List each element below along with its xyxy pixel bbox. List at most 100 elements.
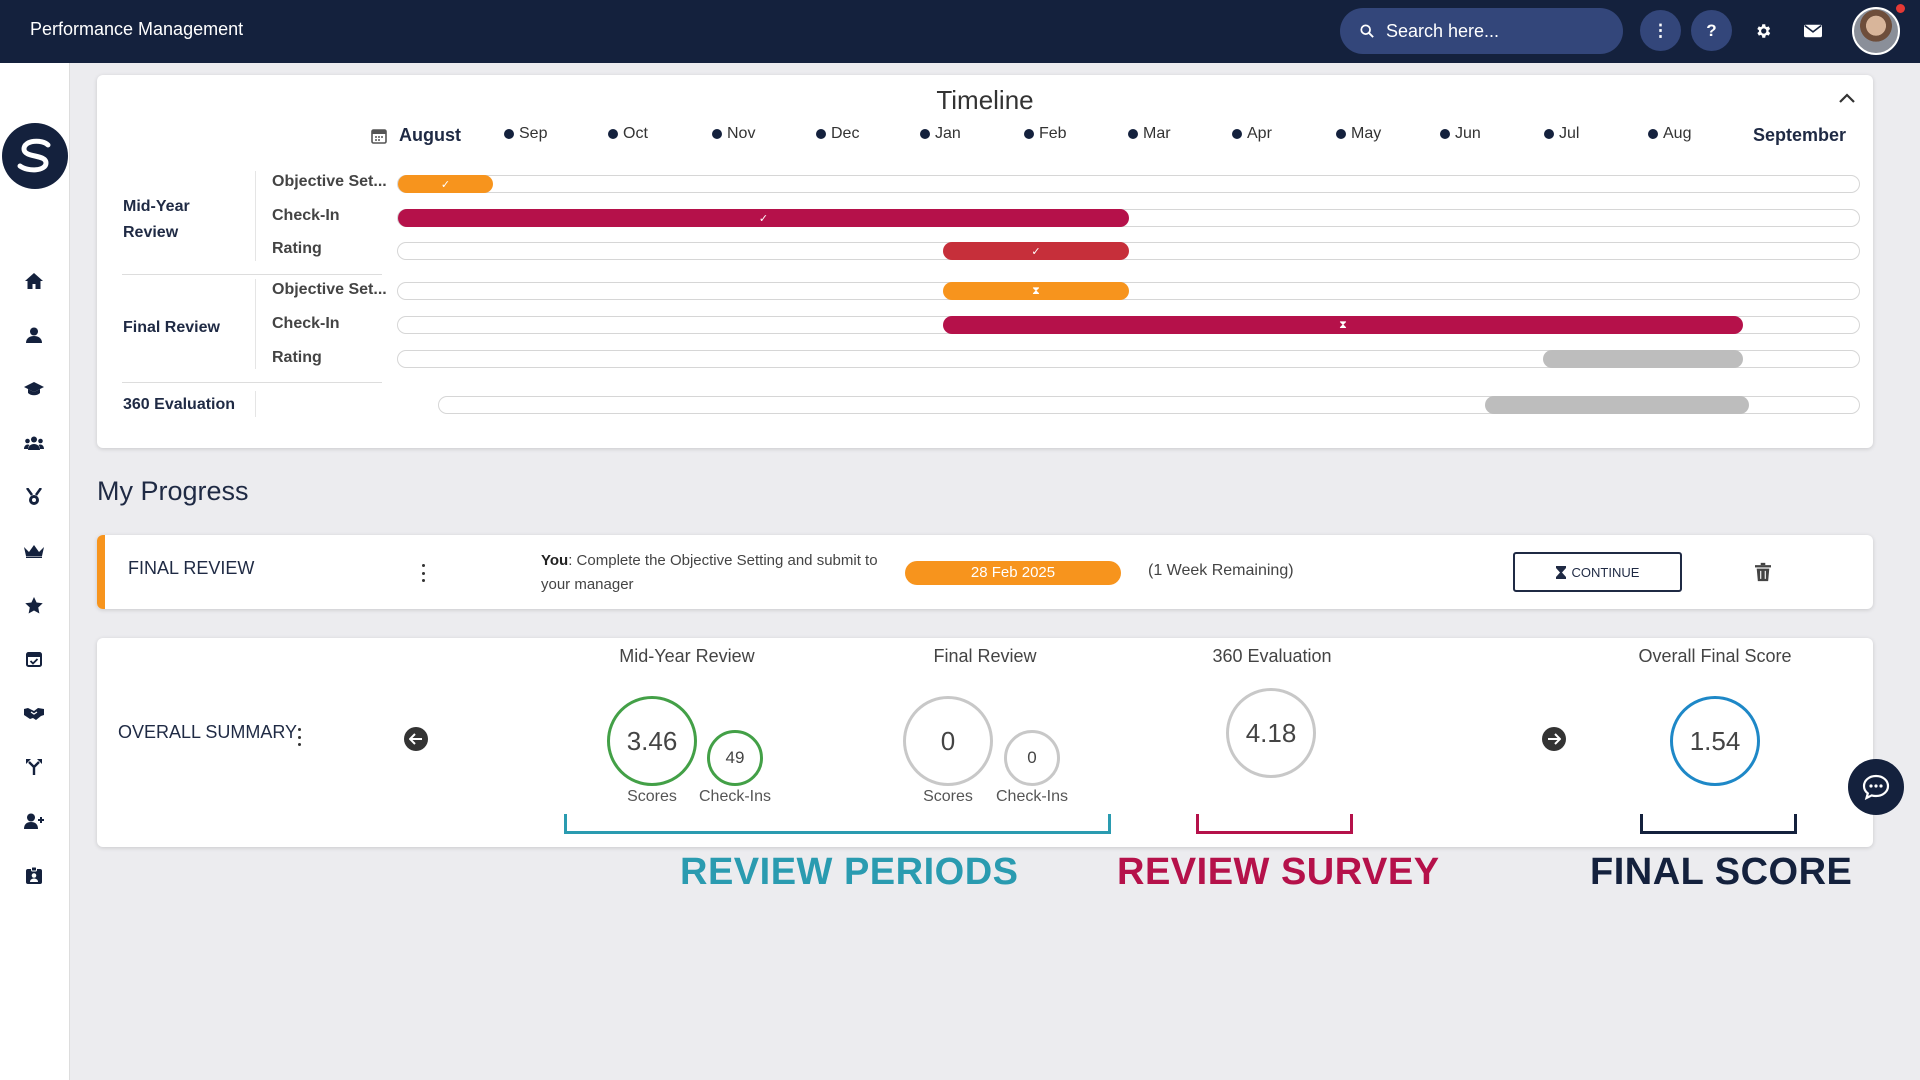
mid-year-checkins-caption: Check-Ins: [698, 788, 772, 805]
phase-final-checkin: Check-In: [272, 315, 340, 332]
avatar[interactable]: [1852, 7, 1900, 55]
month-may: May: [1336, 125, 1381, 143]
help-button[interactable]: ?: [1691, 10, 1732, 51]
bar-mid-rating[interactable]: ✓: [943, 242, 1129, 260]
final-review-menu-icon[interactable]: [420, 564, 426, 582]
add-user-icon[interactable]: [22, 809, 46, 833]
graduation-cap-icon[interactable]: [22, 377, 46, 401]
final-review-description: You: Complete the Objective Setting and …: [541, 552, 878, 593]
handshake-icon[interactable]: [22, 701, 46, 725]
chevron-up-icon[interactable]: [1835, 87, 1859, 111]
due-date-badge: 28 Feb 2025: [905, 561, 1121, 585]
final-score-annotation: FINAL SCORE: [1590, 851, 1853, 893]
calendar-icon: [371, 128, 387, 144]
month-aug: Aug: [1648, 125, 1691, 143]
month-august-start: August: [371, 125, 461, 146]
bar-final-rating[interactable]: [1543, 350, 1743, 368]
overall-summary-card: OVERALL SUMMARY Mid-Year Review 3.46 Sco…: [97, 638, 1873, 847]
team-icon[interactable]: [22, 431, 46, 455]
summary-menu-icon[interactable]: [296, 728, 302, 746]
month-september-end: September: [1753, 125, 1847, 145]
user-icon[interactable]: [22, 323, 46, 347]
track-final-rating: [397, 350, 1860, 368]
review-survey-bracket: [1196, 814, 1353, 834]
chat-bubble-icon: [1862, 774, 1890, 800]
phase-mid-objective: Objective Set...: [272, 173, 387, 190]
bar-mid-objective[interactable]: ✓: [398, 175, 493, 193]
bar-final-objective[interactable]: ⧗: [943, 282, 1129, 300]
month-apr: Apr: [1232, 125, 1272, 143]
bar-360-evaluation[interactable]: [1485, 396, 1749, 414]
search-box[interactable]: [1340, 8, 1623, 54]
month-feb: Feb: [1024, 125, 1067, 143]
top-bar: Performance Management ⋮ ?: [0, 0, 1920, 63]
bar-final-checkin[interactable]: ⧗: [943, 316, 1743, 334]
final-checkins-caption: Check-Ins: [995, 788, 1069, 805]
medal-icon[interactable]: [22, 485, 46, 509]
evaluation-heading: 360 Evaluation: [1212, 646, 1332, 666]
company-logo[interactable]: [2, 123, 68, 189]
phase-mid-checkin: Check-In: [272, 207, 340, 224]
review-periods-bracket: [564, 814, 1111, 834]
mid-year-review-heading: Mid-Year Review: [619, 646, 755, 666]
mid-year-checkins-ring[interactable]: 49: [707, 730, 763, 786]
track-mid-rating: ✓: [397, 242, 1860, 260]
group-mid-year-review: Mid-Year Review: [123, 198, 190, 241]
search-icon: [1360, 24, 1374, 38]
track-mid-objective: ✓: [397, 175, 1860, 193]
month-jun: Jun: [1440, 125, 1481, 143]
arrow-right-icon[interactable]: [1542, 727, 1566, 751]
sidebar: [0, 63, 70, 1080]
continue-button[interactable]: CONTINUE: [1513, 552, 1682, 592]
month-oct: Oct: [608, 125, 648, 143]
month-jan: Jan: [920, 125, 961, 143]
phase-final-objective: Objective Set...: [272, 281, 387, 298]
review-periods-annotation: REVIEW PERIODS: [680, 851, 1019, 893]
track-360-evaluation: [438, 396, 1860, 414]
overall-summary-label: OVERALL SUMMARY: [118, 722, 298, 742]
month-dec: Dec: [816, 125, 859, 143]
status-accent: [97, 535, 105, 609]
app-title: Performance Management: [30, 19, 244, 39]
overall-final-score-heading: Overall Final Score: [1638, 646, 1792, 666]
timeline-title: Timeline: [936, 85, 1034, 115]
final-review-heading: Final Review: [933, 646, 1037, 666]
star-icon[interactable]: [22, 593, 46, 617]
bar-mid-checkin[interactable]: ✓: [398, 209, 1129, 227]
mid-year-score-ring[interactable]: 3.46: [607, 696, 697, 786]
evaluation-score-ring[interactable]: 4.18: [1226, 688, 1316, 778]
final-score-ring[interactable]: 0: [903, 696, 993, 786]
mid-year-score-caption: Scores: [627, 788, 677, 805]
hourglass-icon: [1555, 565, 1566, 579]
chat-button[interactable]: [1848, 759, 1904, 815]
search-input[interactable]: [1386, 20, 1606, 42]
month-sep: Sep: [504, 125, 547, 143]
phase-final-rating: Rating: [272, 349, 322, 366]
month-jul: Jul: [1544, 125, 1579, 143]
notification-dot: [1896, 4, 1905, 13]
my-progress-title: My Progress: [97, 476, 249, 506]
route-icon[interactable]: [22, 755, 46, 779]
crown-icon[interactable]: [22, 539, 46, 563]
review-survey-annotation: REVIEW SURVEY: [1117, 851, 1440, 893]
time-remaining: (1 Week Remaining): [1148, 562, 1294, 579]
final-score-bracket: [1640, 814, 1797, 834]
final-review-label: FINAL REVIEW: [128, 558, 255, 578]
timeline-months: August Sep Oct Nov Dec Jan Feb Mar Apr M…: [371, 125, 1851, 149]
group-360-evaluation: 360 Evaluation: [123, 396, 236, 413]
id-badge-icon[interactable]: [22, 863, 46, 887]
home-icon[interactable]: [22, 269, 46, 293]
track-mid-checkin: ✓: [397, 209, 1860, 227]
gear-icon[interactable]: [1751, 19, 1775, 43]
arrow-left-icon[interactable]: [404, 727, 428, 751]
track-final-checkin: ⧗: [397, 316, 1860, 334]
track-final-objective: ⧗: [397, 282, 1860, 300]
group-final-review: Final Review: [123, 319, 220, 336]
more-options-button[interactable]: ⋮: [1640, 10, 1681, 51]
trash-icon[interactable]: [1755, 562, 1771, 582]
final-checkins-ring[interactable]: 0: [1004, 730, 1060, 786]
calendar-check-icon[interactable]: [22, 647, 46, 671]
overall-final-score-ring[interactable]: 1.54: [1670, 696, 1760, 786]
mail-icon[interactable]: [1801, 19, 1825, 43]
month-mar: Mar: [1128, 125, 1171, 143]
